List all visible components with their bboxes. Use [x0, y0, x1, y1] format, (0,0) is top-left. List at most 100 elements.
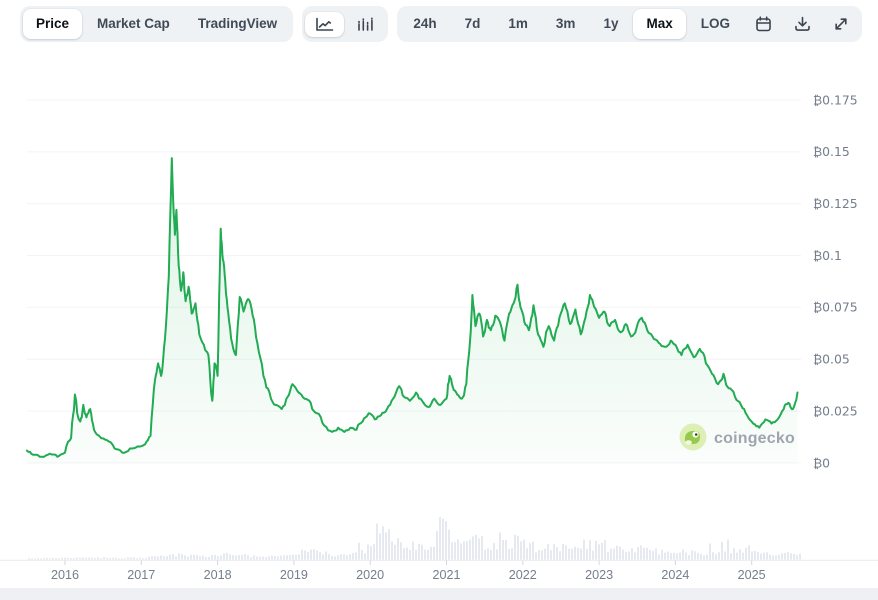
download-button[interactable]: [784, 11, 821, 38]
fullscreen-button[interactable]: [823, 11, 859, 37]
volume-bar: [121, 558, 123, 560]
volume-bar: [181, 554, 183, 560]
volume-bar: [727, 539, 729, 560]
chart-type-group: [302, 6, 389, 42]
volume-bar: [568, 548, 570, 560]
volume-bar: [106, 557, 108, 560]
date-range-button[interactable]: [745, 11, 782, 38]
volume-bar: [754, 550, 756, 560]
range-24h[interactable]: 24h: [400, 9, 449, 39]
candle-chart-icon: [358, 17, 373, 31]
volume-bar: [616, 545, 618, 560]
volume-bar: [43, 558, 45, 560]
volume-bar: [250, 557, 252, 560]
volume-bar: [307, 551, 309, 560]
download-icon: [795, 16, 810, 31]
timeline-scrubber[interactable]: [0, 588, 878, 600]
volume-bar: [313, 549, 315, 560]
volume-bar: [127, 557, 129, 560]
volume-bar: [34, 558, 36, 560]
volume-bar: [385, 532, 387, 560]
volume-bar: [691, 550, 693, 560]
volume-bar: [547, 544, 549, 560]
volume-bar: [364, 553, 366, 560]
y-axis-label: ₿0.025: [813, 403, 858, 418]
volume-bar: [619, 546, 621, 560]
volume-bar: [124, 558, 126, 560]
volume-bar: [415, 549, 417, 560]
x-axis-label: 2019: [280, 568, 308, 582]
volume-bar: [262, 556, 264, 560]
price-line[interactable]: [25, 157, 799, 458]
range-3m[interactable]: 3m: [543, 9, 589, 39]
volume-bar: [733, 548, 735, 560]
volume-bar: [76, 557, 78, 560]
volume-bar: [421, 544, 423, 560]
volume-bar: [760, 553, 762, 560]
volume-bar: [400, 542, 402, 560]
volume-bar: [277, 556, 279, 560]
range-max[interactable]: Max: [633, 9, 686, 39]
volume-bar: [418, 543, 420, 560]
range-1m[interactable]: 1m: [495, 9, 541, 39]
volume-bar: [478, 538, 480, 560]
volume-bar: [190, 554, 192, 560]
volume-bar: [265, 557, 267, 560]
chart-type-line[interactable]: [305, 11, 345, 37]
volume-bar: [334, 556, 336, 560]
volume-bar: [607, 551, 609, 560]
volume-bar: [634, 552, 636, 560]
volume-bar: [589, 540, 591, 560]
volume-bar: [268, 556, 270, 560]
volume-bar: [553, 544, 555, 560]
volume-bar: [793, 553, 795, 560]
view-tab-price[interactable]: Price: [23, 9, 83, 39]
volume-bar: [94, 558, 96, 560]
volume-bar: [559, 551, 561, 560]
volume-bars: [28, 517, 801, 560]
volume-bar: [37, 558, 39, 560]
volume-bar: [583, 539, 585, 560]
view-tab-market-cap[interactable]: Market Cap: [84, 9, 183, 39]
volume-bar: [442, 518, 444, 560]
volume-bar: [358, 542, 360, 560]
volume-bar: [61, 557, 63, 560]
y-axis: ₿0.175 ₿0.15 ₿0.125 ₿0.1 ₿0.075 ₿0.05 ₿0.025 ₿0: [813, 92, 858, 470]
volume-bar: [496, 549, 498, 560]
volume-bar: [649, 549, 651, 560]
volume-bar: [52, 558, 54, 560]
volume-bar: [319, 552, 321, 560]
price-chart[interactable]: ₿0.175₿0.15₿0.125₿0.1₿0.075₿0.05₿0.025₿0…: [0, 55, 878, 600]
volume-bar: [238, 555, 240, 560]
volume-bar: [289, 555, 291, 560]
volume-bar: [202, 555, 204, 560]
chart-type-candle[interactable]: [346, 12, 385, 37]
volume-bar: [394, 544, 396, 560]
volume-bar: [682, 549, 684, 560]
volume-bar: [391, 541, 393, 560]
volume-bar: [652, 550, 654, 560]
volume-bar: [505, 540, 507, 560]
volume-bar: [406, 547, 408, 560]
volume-bar: [295, 554, 297, 560]
volume-bar: [199, 556, 201, 560]
volume-bar: [706, 554, 708, 560]
view-tab-tradingview[interactable]: TradingView: [185, 9, 290, 39]
volume-bar: [724, 551, 726, 560]
volume-bar: [601, 542, 603, 560]
volume-bar: [595, 540, 597, 560]
volume-bar: [46, 558, 48, 560]
volume-bar: [109, 558, 111, 560]
volume-bar: [223, 553, 225, 560]
log-scale-toggle[interactable]: LOG: [688, 9, 743, 39]
y-axis-label: ₿0.075: [813, 300, 858, 315]
volume-bar: [220, 555, 222, 560]
watermark-text: coingecko: [714, 430, 795, 447]
range-7d[interactable]: 7d: [452, 9, 494, 39]
watermark: coingecko: [679, 423, 795, 451]
volume-bar: [433, 546, 435, 560]
volume-bar: [586, 548, 588, 560]
volume-bar: [166, 556, 168, 560]
range-1y[interactable]: 1y: [590, 9, 631, 39]
volume-bar: [100, 558, 102, 560]
